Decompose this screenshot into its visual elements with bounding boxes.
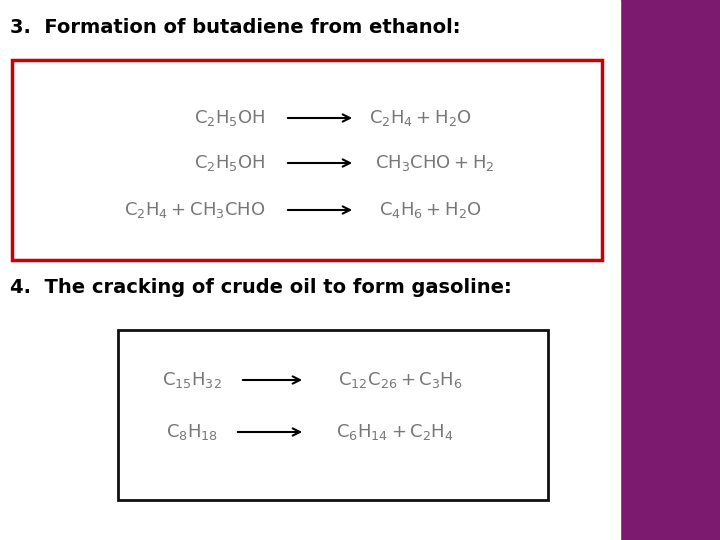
Text: $\mathrm{C_2H_4+CH_3CHO}$: $\mathrm{C_2H_4+CH_3CHO}$ <box>124 200 266 220</box>
Text: $\mathrm{C_2H_5OH}$: $\mathrm{C_2H_5OH}$ <box>194 108 266 128</box>
Text: $\mathrm{CH_3CHO+H_2}$: $\mathrm{CH_3CHO+H_2}$ <box>375 153 495 173</box>
Text: 3.  Formation of butadiene from ethanol:: 3. Formation of butadiene from ethanol: <box>10 18 461 37</box>
Text: $\mathrm{C_2H_4+H_2O}$: $\mathrm{C_2H_4+H_2O}$ <box>369 108 472 128</box>
Text: 4.  The cracking of crude oil to form gasoline:: 4. The cracking of crude oil to form gas… <box>10 278 512 297</box>
Text: $\mathrm{C_2H_5OH}$: $\mathrm{C_2H_5OH}$ <box>194 153 266 173</box>
Bar <box>0 0 620 540</box>
Text: $\mathrm{C_{15}H_{32}}$: $\mathrm{C_{15}H_{32}}$ <box>162 370 222 390</box>
Bar <box>12 60 602 260</box>
Text: $\mathrm{C_6H_{14}+C_2H_4}$: $\mathrm{C_6H_{14}+C_2H_4}$ <box>336 422 454 442</box>
Text: $\mathrm{C_{12}C_{26}+C_3H_6}$: $\mathrm{C_{12}C_{26}+C_3H_6}$ <box>338 370 462 390</box>
Text: $\mathrm{C_4H_6+H_2O}$: $\mathrm{C_4H_6+H_2O}$ <box>379 200 482 220</box>
Text: $\mathrm{C_8H_{18}}$: $\mathrm{C_8H_{18}}$ <box>166 422 218 442</box>
Bar <box>118 330 548 500</box>
Bar <box>620 0 720 540</box>
